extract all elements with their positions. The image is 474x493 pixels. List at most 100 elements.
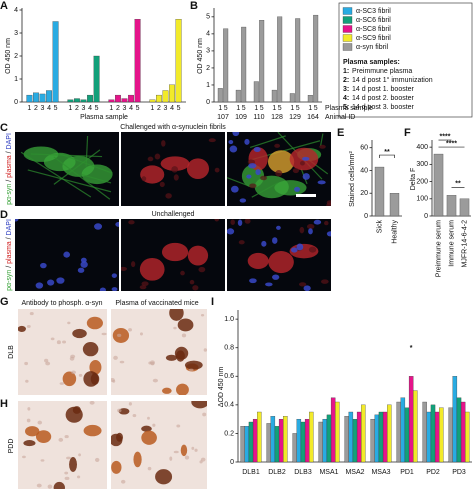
y-tick-label: 0 (364, 213, 368, 220)
nucleus (231, 185, 239, 193)
bar (322, 418, 328, 463)
neurite (320, 133, 324, 147)
bar (241, 26, 247, 103)
image-content (111, 401, 207, 485)
legend-label: α-SC6 fibril (356, 17, 391, 24)
bar (271, 89, 277, 103)
stained-cell (72, 406, 81, 414)
bar (156, 94, 162, 103)
nucleus (148, 361, 152, 365)
stain-part: pα-syn (6, 270, 13, 291)
annotation: ** (384, 149, 390, 156)
nucleus (317, 180, 326, 185)
bar (277, 16, 283, 103)
nucleus (189, 279, 195, 285)
stain-part: plasma (6, 155, 13, 178)
stained-cell (35, 430, 52, 444)
nucleus (67, 321, 71, 325)
bar (465, 411, 470, 463)
legend-heading: Plasma samples: (343, 59, 400, 66)
stained-cell (72, 328, 87, 339)
annotation: ** (455, 181, 461, 188)
nucleus (248, 163, 257, 169)
nucleus (29, 311, 34, 316)
nucleus (77, 267, 85, 273)
stained-cell (86, 316, 103, 330)
neurite (251, 182, 279, 198)
nucleus (272, 274, 280, 280)
stain-part: / (6, 149, 13, 155)
stain-part: DAPI (6, 219, 13, 235)
y-tick-label: 300 (416, 161, 428, 168)
nucleus (36, 483, 42, 488)
y-tick-label: 0 (424, 213, 428, 220)
legend-text: 14 d post 2. booster (352, 95, 415, 102)
nucleus (89, 401, 95, 405)
cell-red (186, 158, 210, 180)
nucleus (324, 220, 329, 226)
x-tick-label: MSA2 (345, 469, 364, 476)
nucleus (298, 282, 307, 287)
stained-cell (83, 424, 102, 437)
x-category-label: 110 (253, 114, 264, 121)
nucleus (313, 219, 322, 225)
nucleus (308, 246, 317, 253)
neurite (30, 153, 103, 158)
bar (434, 411, 440, 463)
nucleus (69, 356, 75, 361)
panel-label: A (0, 0, 8, 12)
x-tick-label: DLB2 (268, 469, 286, 476)
x-tick-label: Sick (376, 220, 383, 234)
stained-cell (53, 481, 65, 489)
y-axis-label: OD 450 nm (197, 38, 204, 74)
bar (240, 426, 245, 463)
legend-key: 3: (343, 86, 349, 93)
bar (335, 401, 340, 463)
nucleus (173, 174, 179, 181)
y-tick-label: 4 (206, 31, 210, 38)
image-content (140, 138, 220, 199)
nucleus (121, 479, 126, 484)
y-tick-label: 4 (14, 7, 18, 14)
significance-bracket (379, 154, 395, 159)
x-tick-label: 1 (236, 105, 240, 112)
nucleus (208, 138, 216, 143)
y-axis-label: Delta F (410, 168, 417, 191)
cell-red (161, 242, 189, 262)
micrograph-image (111, 309, 207, 395)
nucleus (56, 277, 65, 284)
x-axis-label: Plasma sample (80, 114, 128, 121)
bar (169, 84, 175, 103)
bar (422, 401, 427, 463)
stained-cell (90, 373, 100, 385)
bar (26, 94, 33, 103)
nucleus (249, 183, 257, 189)
y-tick-label: 60 (360, 145, 368, 152)
stained-cell (141, 425, 152, 432)
bar (313, 14, 319, 103)
bar (74, 98, 80, 103)
nucleus (229, 145, 238, 153)
legend-swatch (342, 25, 353, 33)
x-tick-label: Healthy (391, 220, 398, 244)
bar (175, 19, 182, 103)
stained-cell (141, 430, 157, 445)
image-content (111, 309, 207, 395)
bar (259, 20, 265, 103)
nucleus (22, 455, 26, 459)
bar (278, 418, 284, 463)
nucleus (47, 484, 53, 489)
stained-cell (25, 426, 40, 437)
x-tick-label: 2 (157, 105, 161, 112)
legend-text: Preimmune plasma (352, 68, 412, 75)
bar (318, 421, 323, 463)
x-tick-label: 3 (123, 105, 127, 112)
image-background (111, 309, 207, 395)
nucleus (265, 282, 273, 287)
row-label: PDD (8, 439, 15, 454)
x-tick-label: 1 (254, 105, 258, 112)
x-tick-label: 3 (82, 105, 86, 112)
stained-cell (191, 401, 207, 409)
x-tick-label: MJFR-14-6-4-2 (461, 220, 468, 268)
stained-cell (165, 354, 178, 361)
